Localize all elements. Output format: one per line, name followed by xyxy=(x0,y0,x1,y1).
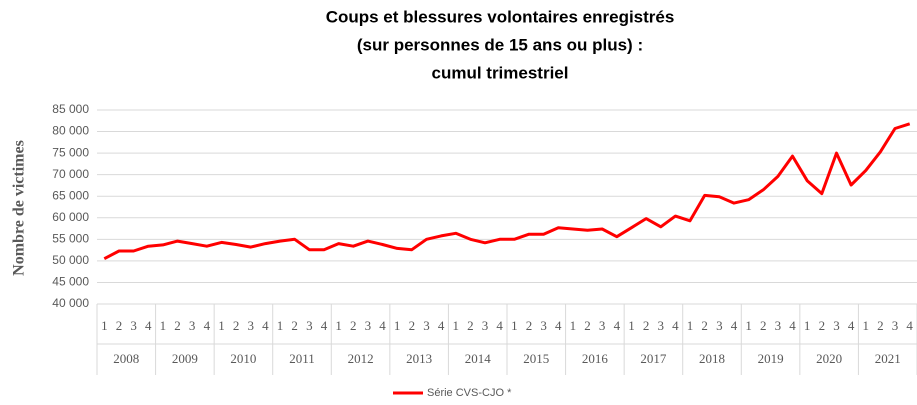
x-tick-label: 3 xyxy=(130,318,137,333)
x-tick-label: 4 xyxy=(555,318,562,333)
x-tick-label: 4 xyxy=(204,318,211,333)
chart-title: Coups et blessures volontaires enregistr… xyxy=(326,7,675,26)
y-tick-label: 80 000 xyxy=(52,124,89,138)
x-tick-label: 3 xyxy=(599,318,606,333)
group-label: 2008 xyxy=(113,351,139,366)
x-tick-label: 2 xyxy=(291,318,298,333)
x-tick-label: 1 xyxy=(453,318,460,333)
x-tick-label: 4 xyxy=(731,318,738,333)
chart-title: cumul trimestriel xyxy=(432,63,569,82)
x-tick-label: 2 xyxy=(584,318,591,333)
y-tick-label: 65 000 xyxy=(52,188,89,202)
y-tick-label: 85 000 xyxy=(52,102,89,116)
x-tick-label: 3 xyxy=(482,318,489,333)
x-tick-label: 2 xyxy=(350,318,357,333)
x-tick-label: 1 xyxy=(745,318,752,333)
group-label: 2018 xyxy=(699,351,725,366)
x-tick-label: 2 xyxy=(643,318,650,333)
group-label: 2014 xyxy=(465,351,492,366)
group-label: 2009 xyxy=(172,351,198,366)
x-tick-label: 3 xyxy=(833,318,840,333)
x-tick-label: 1 xyxy=(160,318,167,333)
x-tick-label: 4 xyxy=(438,318,445,333)
x-tick-label: 4 xyxy=(614,318,621,333)
y-axis-label: Nombre de victimes xyxy=(11,140,28,276)
x-tick-label: 1 xyxy=(804,318,811,333)
x-tick-label: 2 xyxy=(526,318,533,333)
x-tick-label: 3 xyxy=(716,318,723,333)
x-tick-label: 1 xyxy=(218,318,225,333)
x-tick-label: 2 xyxy=(233,318,240,333)
x-tick-label: 4 xyxy=(496,318,503,333)
x-tick-label: 2 xyxy=(701,318,708,333)
x-tick-label: 1 xyxy=(511,318,518,333)
y-tick-label: 75 000 xyxy=(52,145,89,159)
y-tick-label: 55 000 xyxy=(52,232,89,246)
x-tick-label: 2 xyxy=(467,318,474,333)
x-tick-label: 3 xyxy=(658,318,665,333)
series-line xyxy=(103,122,911,261)
x-tick-label: 2 xyxy=(116,318,123,333)
group-label: 2020 xyxy=(816,351,842,366)
x-tick-label: 4 xyxy=(379,318,386,333)
x-tick-label: 1 xyxy=(277,318,284,333)
x-tick-label: 3 xyxy=(423,318,430,333)
x-tick-label: 1 xyxy=(628,318,635,333)
x-tick-label: 4 xyxy=(145,318,152,333)
x-tick-label: 2 xyxy=(877,318,884,333)
x-tick-label: 2 xyxy=(819,318,826,333)
x-tick-label: 4 xyxy=(321,318,328,333)
x-tick-label: 3 xyxy=(248,318,255,333)
x-tick-label: 3 xyxy=(365,318,372,333)
y-tick-label: 70 000 xyxy=(52,167,89,181)
x-tick-label: 1 xyxy=(335,318,342,333)
x-tick-label: 1 xyxy=(101,318,108,333)
x-tick-label: 1 xyxy=(687,318,694,333)
x-tick-label: 4 xyxy=(672,318,679,333)
x-tick-label: 3 xyxy=(540,318,547,333)
group-label: 2012 xyxy=(348,351,374,366)
x-tick-label: 3 xyxy=(189,318,196,333)
x-tick-label: 4 xyxy=(262,318,269,333)
group-label: 2017 xyxy=(640,351,667,366)
x-tick-label: 4 xyxy=(848,318,855,333)
x-tick-label: 2 xyxy=(174,318,181,333)
group-label: 2010 xyxy=(230,351,256,366)
x-tick-label: 1 xyxy=(863,318,870,333)
group-label: 2011 xyxy=(289,351,315,366)
x-tick-label: 4 xyxy=(906,318,913,333)
x-tick-label: 3 xyxy=(892,318,899,333)
x-tick-label: 1 xyxy=(394,318,401,333)
x-tick-label: 2 xyxy=(760,318,767,333)
group-label: 2013 xyxy=(406,351,432,366)
x-tick-label: 1 xyxy=(570,318,577,333)
x-tick-label: 3 xyxy=(775,318,782,333)
y-tick-label: 60 000 xyxy=(52,210,89,224)
group-label: 2015 xyxy=(523,351,549,366)
y-tick-label: 40 000 xyxy=(52,296,89,310)
group-label: 2016 xyxy=(582,351,609,366)
chart-title: (sur personnes de 15 ans ou plus) : xyxy=(357,35,643,54)
x-tick-label: 4 xyxy=(789,318,796,333)
group-label: 2019 xyxy=(758,351,784,366)
y-tick-label: 50 000 xyxy=(52,253,89,267)
x-tick-label: 2 xyxy=(409,318,416,333)
legend-label: Série CVS-CJO * xyxy=(427,387,512,399)
y-tick-label: 45 000 xyxy=(52,275,89,289)
x-tick-label: 3 xyxy=(306,318,313,333)
group-label: 2021 xyxy=(875,351,901,366)
